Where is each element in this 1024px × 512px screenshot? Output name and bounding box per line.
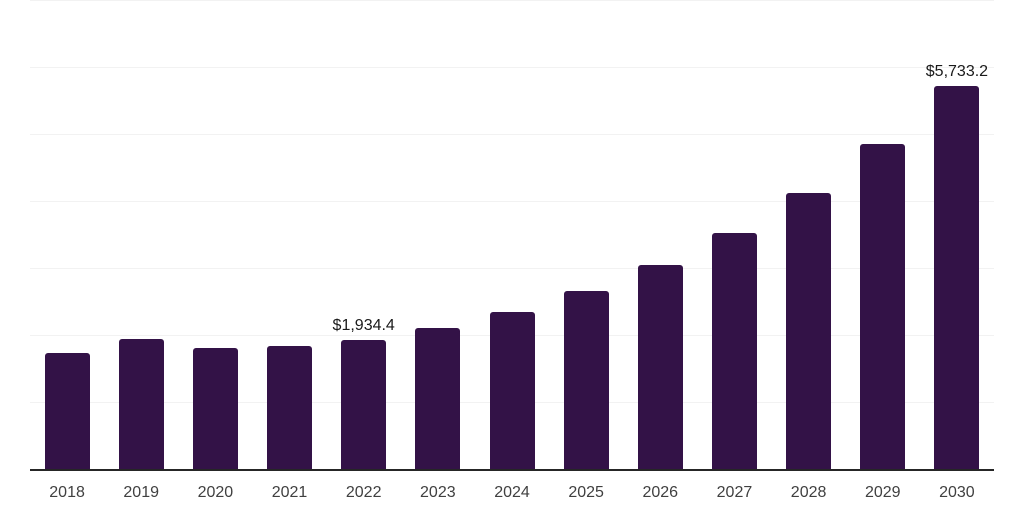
x-tick-2023: 2023 (420, 484, 456, 501)
bar-2029 (860, 143, 906, 470)
x-tick-2024: 2024 (494, 484, 530, 501)
x-tick-2018: 2018 (49, 484, 85, 501)
bar-2022 (341, 340, 387, 470)
gridline-7000 (30, 0, 994, 1)
x-tick-2030: 2030 (939, 484, 975, 501)
bar-2026 (637, 264, 683, 470)
x-tick-2020: 2020 (197, 484, 234, 501)
gridline-3000 (30, 268, 994, 269)
data-label-2030: $5,733.2 (925, 62, 989, 80)
x-tick-2026: 2026 (642, 484, 679, 501)
bar-2019 (118, 339, 164, 470)
bar-2024 (489, 311, 535, 470)
bar-2023 (415, 327, 461, 470)
gridline-6000 (30, 67, 994, 68)
bar-2027 (711, 232, 757, 470)
x-axis-line (30, 469, 994, 471)
bar-2021 (267, 346, 313, 470)
plot-area: $1,934.4 $5,733.2 (30, 0, 994, 470)
bar-2025 (563, 291, 609, 470)
bar-2030 (934, 85, 980, 470)
x-tick-2025: 2025 (568, 484, 604, 501)
bar-2028 (786, 192, 832, 470)
x-tick-2027: 2027 (716, 484, 753, 501)
x-tick-2019: 2019 (123, 484, 159, 501)
x-axis: 2018 2019 2020 2021 2022 2023 2024 2025 2026 2027… (30, 485, 994, 505)
x-tick-2029: 2029 (864, 484, 901, 501)
gridline-4000 (30, 201, 994, 202)
bar-2020 (192, 348, 238, 470)
data-label-2022: $1,934.4 (332, 317, 395, 335)
x-tick-2028: 2028 (790, 484, 827, 501)
x-tick-2022: 2022 (345, 484, 382, 501)
bar-2018 (44, 352, 90, 470)
x-tick-2021: 2021 (271, 484, 308, 501)
gridline-5000 (30, 134, 994, 135)
